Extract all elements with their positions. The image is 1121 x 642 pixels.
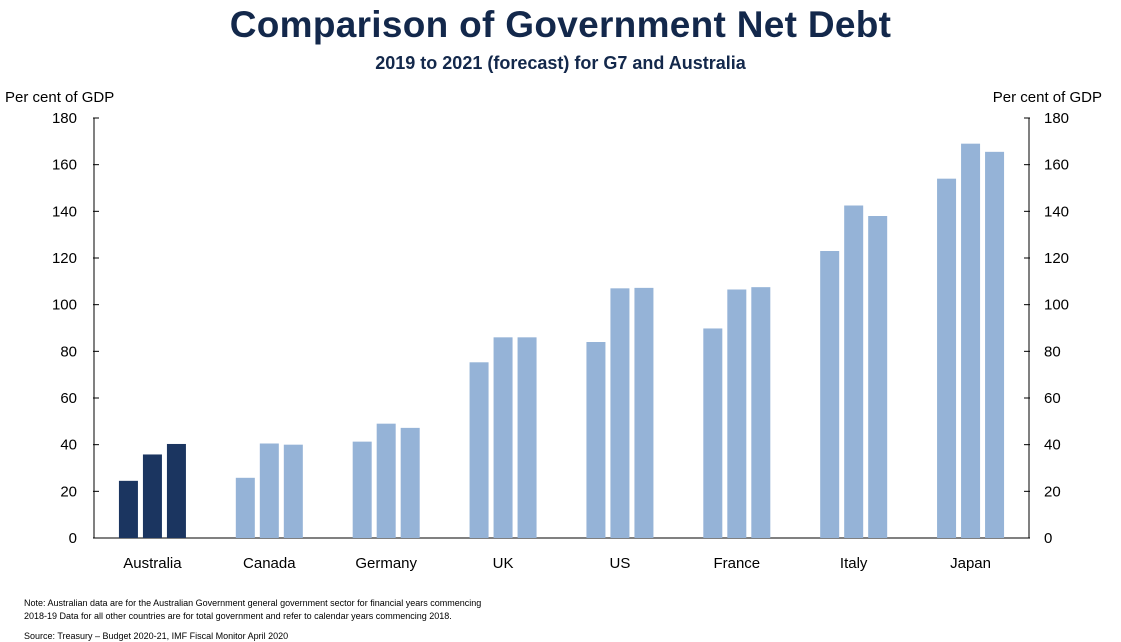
- bar-italy-1: [820, 251, 840, 538]
- y-tick-label-left: 20: [60, 483, 77, 500]
- bar-germany-1: [352, 441, 372, 538]
- bar-canada-2: [259, 443, 279, 538]
- bar-france-3: [751, 287, 771, 538]
- category-label: UK: [493, 555, 514, 572]
- category-label: France: [713, 555, 760, 572]
- bar-us-2: [610, 288, 630, 538]
- footnote: Note: Australian data are for the Austra…: [24, 597, 584, 622]
- y-axis-label-right: Per cent of GDP: [993, 89, 1102, 106]
- category-label: Italy: [840, 555, 868, 572]
- bar-germany-3: [400, 427, 420, 538]
- bars-group: [118, 143, 1005, 539]
- y-tick-label-left: 160: [52, 157, 77, 174]
- bar-japan-2: [961, 143, 981, 538]
- category-label: Canada: [243, 555, 296, 572]
- bar-australia-2: [142, 454, 162, 538]
- right-axis: 0 20 40 60 80 100 120 140 160 180: [1024, 110, 1069, 547]
- category-label: US: [610, 555, 631, 572]
- y-tick-label-left: 140: [52, 203, 77, 220]
- footnote-line-2: 2018-19 Data for all other countries are…: [24, 610, 452, 621]
- chart-title: Comparison of Government Net Debt: [229, 4, 892, 45]
- bar-france-1: [703, 328, 723, 538]
- y-tick-label-right: 20: [1044, 483, 1061, 500]
- y-tick-label-left: 120: [52, 250, 77, 267]
- y-tick-label-left: 180: [52, 110, 77, 127]
- y-tick-label-right: 140: [1044, 203, 1069, 220]
- y-tick-label-right: 60: [1044, 390, 1061, 407]
- y-tick-label-right: 160: [1044, 157, 1069, 174]
- bar-italy-2: [844, 205, 864, 538]
- y-tick-label-left: 40: [60, 437, 77, 454]
- category-label: Japan: [950, 555, 991, 572]
- left-axis: 0 20 40 60 80 100 120 140 160 180: [52, 110, 1029, 547]
- y-tick-label-left: 80: [60, 343, 77, 360]
- y-tick-label-left: 100: [52, 297, 77, 314]
- bar-italy-3: [868, 216, 888, 538]
- bar-australia-1: [118, 480, 138, 538]
- y-tick-label-right: 0: [1044, 530, 1052, 547]
- bar-canada-1: [235, 477, 255, 538]
- category-label: Germany: [355, 555, 417, 572]
- bar-uk-2: [493, 337, 513, 538]
- y-tick-label-right: 80: [1044, 343, 1061, 360]
- y-tick-label-left: 60: [60, 390, 77, 407]
- bar-us-3: [634, 287, 654, 538]
- y-tick-label-right: 180: [1044, 110, 1069, 127]
- bar-canada-3: [283, 444, 303, 538]
- bar-uk-1: [469, 362, 489, 538]
- bar-uk-3: [517, 337, 537, 538]
- category-label: Australia: [123, 555, 182, 572]
- chart-subtitle: 2019 to 2021 (forecast) for G7 and Austr…: [375, 53, 746, 73]
- y-tick-label-right: 120: [1044, 250, 1069, 267]
- y-axis-label-left: Per cent of GDP: [5, 89, 114, 106]
- y-tick-label-right: 100: [1044, 297, 1069, 314]
- bar-japan-1: [937, 178, 957, 538]
- category-labels: Australia Canada Germany UK US France Italy Jap…: [123, 555, 991, 572]
- y-tick-label-right: 40: [1044, 437, 1061, 454]
- bar-australia-3: [166, 443, 186, 538]
- bar-us-1: [586, 342, 606, 538]
- source-note: Source: Treasury – Budget 2020-21, IMF F…: [24, 631, 289, 641]
- footnote-line-1: Note: Australian data are for the Austra…: [24, 598, 482, 608]
- bar-france-2: [727, 289, 747, 538]
- y-tick-label-left: 0: [69, 530, 77, 547]
- bar-germany-2: [376, 423, 396, 538]
- bar-japan-3: [985, 151, 1005, 539]
